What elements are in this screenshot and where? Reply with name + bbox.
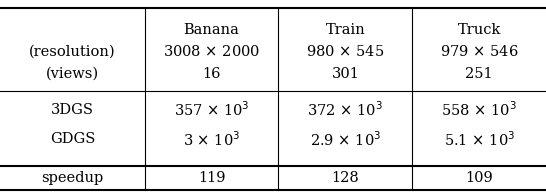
Text: (views): (views): [46, 66, 99, 81]
Text: Banana: Banana: [183, 23, 240, 37]
Text: 119: 119: [198, 171, 225, 185]
Text: 128: 128: [331, 171, 359, 185]
Text: speedup: speedup: [41, 171, 104, 185]
Text: 109: 109: [465, 171, 493, 185]
Text: Train: Train: [325, 23, 365, 37]
Text: 3008 $\times$ 2000: 3008 $\times$ 2000: [163, 44, 260, 59]
Text: 979 $\times$ 546: 979 $\times$ 546: [440, 44, 518, 59]
Text: 980 $\times$ 545: 980 $\times$ 545: [306, 44, 384, 59]
Text: 558 $\times$ 10$^{3}$: 558 $\times$ 10$^{3}$: [441, 100, 517, 119]
Text: Truck: Truck: [458, 23, 501, 37]
Text: 3 $\times$ 10$^{3}$: 3 $\times$ 10$^{3}$: [183, 130, 240, 149]
Text: 2.9 $\times$ 10$^{3}$: 2.9 $\times$ 10$^{3}$: [310, 130, 381, 149]
Text: (resolution): (resolution): [29, 45, 116, 59]
Text: GDGS: GDGS: [50, 132, 95, 146]
Text: 301: 301: [331, 66, 359, 81]
Text: 251: 251: [465, 66, 493, 81]
Text: 372 $\times$ 10$^{3}$: 372 $\times$ 10$^{3}$: [307, 100, 383, 119]
Text: 16: 16: [203, 66, 221, 81]
Text: 5.1 $\times$ 10$^{3}$: 5.1 $\times$ 10$^{3}$: [443, 130, 515, 149]
Text: 3DGS: 3DGS: [51, 103, 94, 117]
Text: 357 $\times$ 10$^{3}$: 357 $\times$ 10$^{3}$: [174, 100, 250, 119]
